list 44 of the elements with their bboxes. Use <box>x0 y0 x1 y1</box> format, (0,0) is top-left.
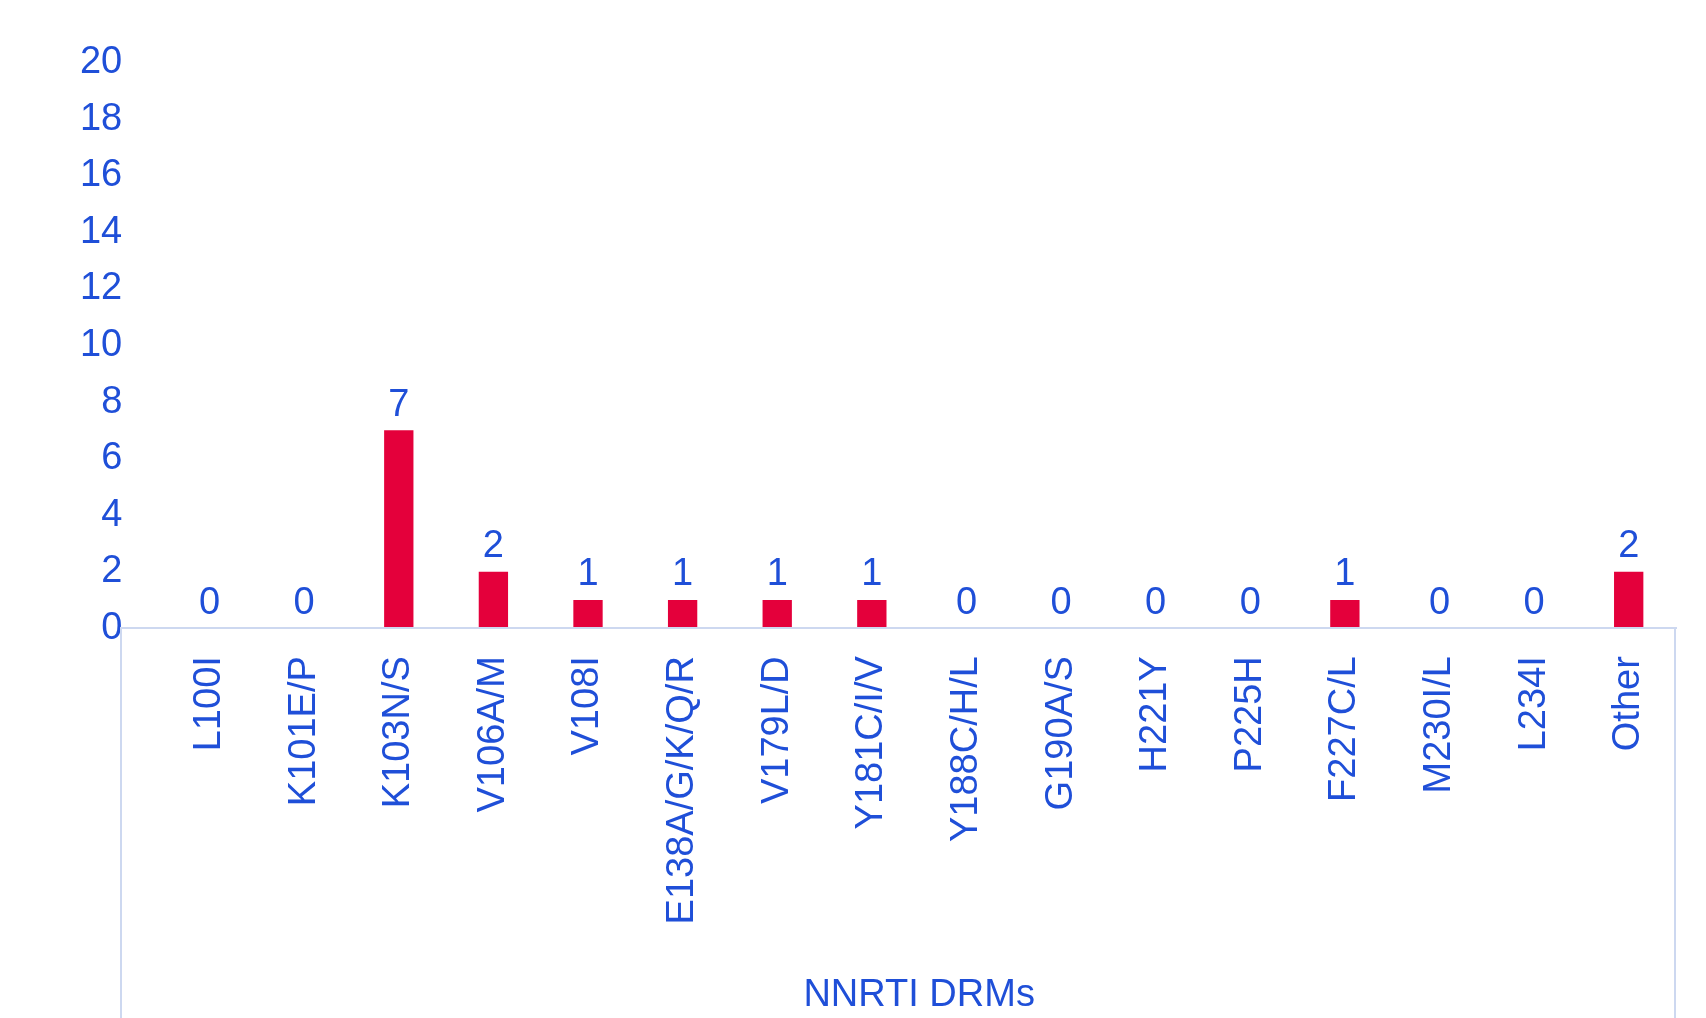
x-tick-label: L100I <box>186 656 229 752</box>
data-label: 2 <box>482 523 504 566</box>
x-tick-label: V108I <box>564 656 607 756</box>
x-tick-label: L234I <box>1510 656 1553 752</box>
x-tick-label: P225H <box>1226 656 1269 773</box>
data-label: 0 <box>199 579 221 622</box>
y-tick-label: 4 <box>101 491 123 534</box>
y-tick-label: 8 <box>101 378 123 421</box>
data-label: 1 <box>672 551 694 594</box>
y-tick-label: 12 <box>79 265 123 308</box>
x-tick-label: Other <box>1605 655 1648 752</box>
y-tick-label: 6 <box>101 435 123 478</box>
x-tick-label: Y188C/H/L <box>942 656 985 843</box>
data-label: 0 <box>1239 579 1261 622</box>
x-tick-label: M230I/L <box>1415 656 1458 794</box>
data-label: 7 <box>388 381 410 424</box>
x-tick-label: V179L/D <box>753 656 796 805</box>
data-label: 0 <box>1428 579 1451 622</box>
y-tick-label: 10 <box>79 321 123 364</box>
y-tick-label: 2 <box>101 548 123 591</box>
y-tick-label: 16 <box>79 152 123 195</box>
x-tick-label: Y181C/I/V <box>848 655 891 830</box>
data-label: 1 <box>577 551 599 594</box>
data-label: 0 <box>1145 579 1167 622</box>
data-label: 2 <box>1618 523 1640 566</box>
data-label: 0 <box>1523 579 1545 622</box>
x-tick-label: G190A/S <box>1037 656 1080 811</box>
x-tick-label: F227C/L <box>1321 656 1364 802</box>
y-tick-label: 14 <box>79 208 123 251</box>
x-axis-title: NNRTI DRMs <box>803 971 1035 1014</box>
y-tick-label: 0 <box>101 604 123 647</box>
data-label: 1 <box>766 551 788 594</box>
data-label: 1 <box>861 551 883 594</box>
y-tick-label: 20 <box>79 39 123 82</box>
data-label: 1 <box>1334 551 1356 594</box>
x-tick-label: K103N/S <box>375 656 418 809</box>
x-tick-label: K101E/P <box>280 656 323 807</box>
y-tick-label: 18 <box>79 95 123 138</box>
data-label: 0 <box>955 579 978 622</box>
data-label: 0 <box>293 579 315 622</box>
x-tick-label: H221Y <box>1132 656 1175 773</box>
x-tick-label: V106A/M <box>469 656 512 813</box>
x-tick-label: E138A/G/K/Q/R <box>659 656 702 925</box>
data-label: 0 <box>1050 579 1072 622</box>
